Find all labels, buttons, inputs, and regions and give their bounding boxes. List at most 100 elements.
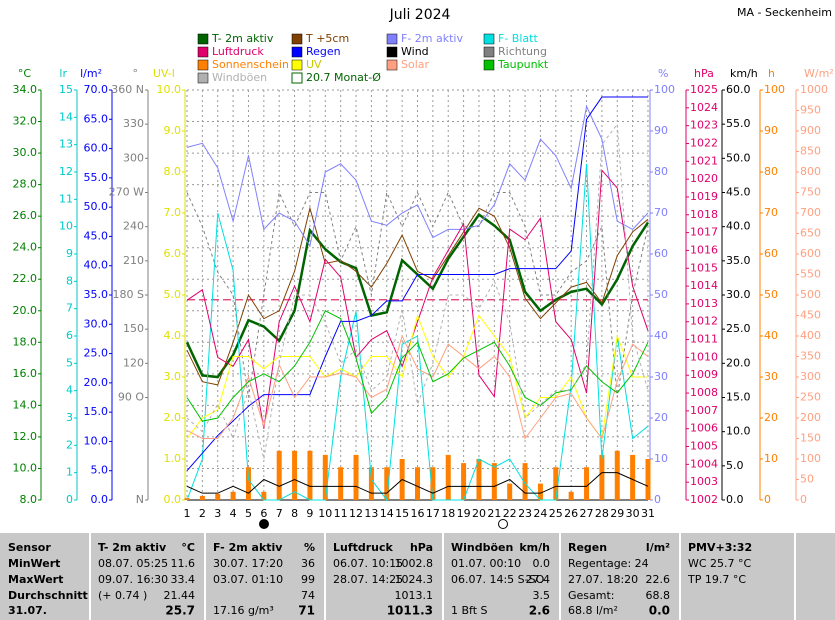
tick-label: 40 [654,329,668,342]
tick-label: 9 [66,247,73,260]
legend-swatch [483,59,495,71]
bar [568,491,574,500]
x-tick-label: 16 [411,507,425,520]
x-tick-label: 6 [260,507,267,520]
bar [307,450,313,500]
tick-label: 1008 [690,386,718,399]
bar [584,467,590,500]
tick-label: 950 [800,104,821,117]
bar [630,454,636,500]
bar [230,491,236,500]
tick-label: 1017 [690,226,718,239]
bar [445,454,451,500]
summary-label: 06.07. 14:5 S-SO [451,573,545,586]
tick-label: 5.0 [91,464,109,477]
summary-value: 1011.3 [387,604,433,618]
tick-label: 400 [800,329,821,342]
summary-value: 27.4 [526,573,551,586]
tick-label: 10 [59,220,73,233]
bar [338,467,344,500]
tick-label: 20 [654,411,668,424]
axis-unit-label: ° [133,67,139,80]
legend-swatch [386,59,398,71]
tick-label: 10 [654,452,668,465]
x-tick-label: 4 [230,507,237,520]
summary-value: 1024.3 [395,573,434,586]
bar [553,467,559,500]
tick-label: 10.0 [84,434,109,447]
axis-unit-label: °C [18,67,32,80]
tick-label: 12 [59,165,73,178]
legend-swatch [291,72,303,84]
legend-label: T +5cm [305,32,349,45]
tick-label: 150 [123,322,144,335]
tick-label: 28.0 [13,178,38,191]
legend-label: Regen [306,45,341,58]
tick-label: 20.0 [13,304,38,317]
summary-value: 99 [301,573,315,586]
series-line [186,334,649,440]
tick-label: 270 W [109,186,144,199]
bar [215,493,221,500]
tick-label: 25.0 [726,322,751,335]
summary-label: PMV+3:32 [688,541,752,554]
tick-label: 50.0 [84,200,109,213]
bar [430,467,436,500]
x-tick-label: 2 [199,507,206,520]
legend-swatch [386,33,398,45]
summary-label: 27.07. 18:20 [568,573,638,586]
summary-value: 36 [301,557,315,570]
tick-label: 4.0 [164,329,182,342]
tick-label: 3.0 [164,370,182,383]
summary-label: 17.16 g/m³ [213,604,274,617]
tick-label: 1005 [690,440,718,453]
x-tick-label: 12 [349,507,363,520]
x-tick-label: 24 [533,507,547,520]
tick-label: 26.0 [13,209,38,222]
tick-label: 80 [654,165,668,178]
x-tick-label: 8 [291,507,298,520]
summary-value: l/m² [646,541,670,554]
tick-label: 35.0 [726,254,751,267]
tick-label: 10 [764,452,778,465]
legend-label: T- 2m aktiv [211,32,274,45]
tick-label: 50 [800,473,814,486]
legend-swatch [197,33,209,45]
axis-unit-label: hPa [694,67,714,80]
tick-label: 120 [123,356,144,369]
summary-label: T- 2m aktiv [98,541,167,554]
tick-label: 10.0 [157,83,182,96]
tick-label: 750 [800,186,821,199]
bar [261,491,267,500]
summary-value: 3.5 [533,589,551,602]
bar [384,467,390,500]
x-tick-label: 20 [472,507,486,520]
summary-label: (+ 0.74 ) [98,589,147,602]
tick-label: 13 [59,138,73,151]
x-tick-label: 18 [441,507,455,520]
summary-label: Regentage: 24 [568,557,649,570]
tick-label: 1019 [690,190,718,203]
tick-label: 1002 [690,493,718,506]
x-tick-label: 11 [334,507,348,520]
x-tick-label: 13 [364,507,378,520]
x-tick-label: 1 [184,507,191,520]
axis-unit-label: % [658,67,668,80]
axis-unit-label: h [768,67,775,80]
tick-label: 40.0 [726,220,751,233]
x-tick-label: 15 [395,507,409,520]
legend-label: Luftdruck [212,45,264,58]
bar [461,463,467,500]
tick-label: 5.0 [726,459,744,472]
summary-value: % [304,541,315,554]
summary-value: 1013.1 [395,589,434,602]
summary-value: 25.7 [165,604,195,618]
bar [522,463,528,500]
tick-label: 250 [800,391,821,404]
bar [292,450,298,500]
tick-label: 1010 [690,350,718,363]
x-tick-label: 28 [595,507,609,520]
summary-value: 0.0 [649,604,670,618]
tick-label: 80 [764,165,778,178]
tick-label: 0.0 [726,493,744,506]
